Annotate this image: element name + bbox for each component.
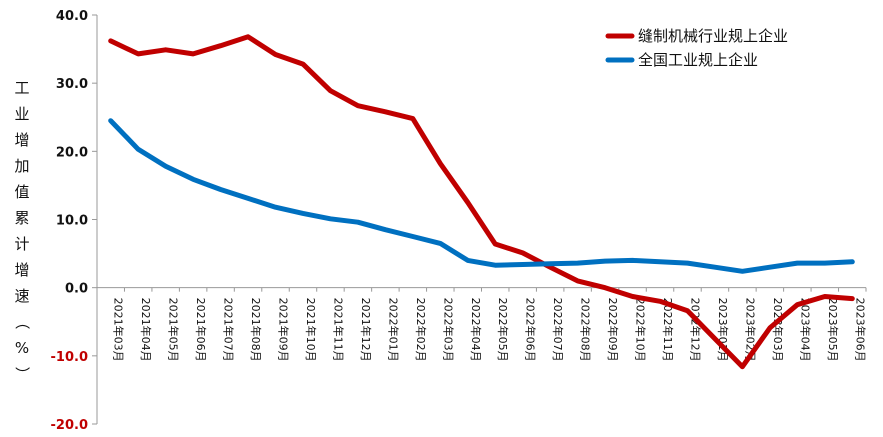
- x-tick-label: 2022年06月: [524, 298, 538, 362]
- x-tick-label: 2021年11月: [331, 298, 345, 362]
- svg-text:计: 计: [14, 235, 29, 253]
- x-tick-label: 2022年08月: [579, 298, 593, 362]
- svg-text:增: 增: [14, 261, 29, 279]
- axes: [96, 15, 867, 424]
- y-tick-label: 40.0: [56, 9, 88, 24]
- svg-text:（: （: [13, 314, 31, 329]
- y-axis-label-char: 累: [14, 209, 29, 227]
- y-axis-label-char: %: [15, 339, 29, 357]
- series-line-2: [108, 118, 855, 274]
- y-tick-label: 30.0: [56, 77, 88, 92]
- x-tick-label: 2023年04月: [798, 298, 812, 362]
- svg-text:%: %: [15, 339, 29, 357]
- x-tick-label: 2023年06月: [853, 298, 867, 362]
- svg-text:累: 累: [14, 209, 29, 227]
- legend-item: 缝制机械行业规上企业: [605, 27, 788, 45]
- svg-text:增: 增: [14, 131, 29, 149]
- x-tick-label: 2022年07月: [551, 298, 565, 362]
- x-tick-label: 2021年03月: [112, 298, 126, 362]
- x-tick-label: 2023年02月: [743, 298, 757, 362]
- legend-label: 全国工业规上企业: [638, 51, 758, 69]
- x-tick-label: 2021年12月: [359, 298, 373, 362]
- x-tick-label: 2021年04月: [139, 298, 153, 362]
- series-line-1: [108, 34, 855, 370]
- svg-text:工: 工: [14, 79, 29, 97]
- x-tick-label: 2023年05月: [826, 298, 840, 362]
- x-tick-label: 2022年09月: [606, 298, 620, 362]
- x-tick-label: 2022年01月: [386, 298, 400, 362]
- y-axis-label-char: 计: [14, 235, 29, 253]
- svg-text:业: 业: [14, 105, 29, 123]
- legend-item: 全国工业规上企业: [605, 51, 758, 69]
- y-axis-label-char: 速: [14, 287, 29, 305]
- svg-text:速: 速: [14, 287, 29, 305]
- x-tick-label: 2022年04月: [469, 298, 483, 362]
- x-tick-label: 2021年09月: [277, 298, 291, 362]
- svg-text:值: 值: [14, 183, 29, 201]
- svg-text:）: ）: [13, 366, 31, 381]
- x-tick-label: 2022年05月: [496, 298, 510, 362]
- y-tick-label: -20.0: [51, 418, 88, 433]
- x-tick-label: 2023年03月: [771, 298, 785, 362]
- svg-text:加: 加: [14, 157, 29, 175]
- y-axis-label-char: 加: [14, 157, 29, 175]
- x-tick-label: 2021年06月: [194, 298, 208, 362]
- y-axis-label-char: 工: [14, 79, 29, 97]
- y-tick-label: 10.0: [56, 214, 88, 229]
- y-tick-label: 0.0: [65, 282, 88, 297]
- legend-label: 缝制机械行业规上企业: [638, 27, 788, 45]
- x-tick-label: 2021年08月: [249, 298, 263, 362]
- x-tick-label: 2022年12月: [688, 298, 702, 362]
- x-axis: 2021年03月 2021年04月 2021年05月 2021年06月 2021年07月…: [112, 298, 868, 362]
- x-tick-label: 2021年05月: [167, 298, 181, 362]
- x-tick-label: 2022年02月: [414, 298, 428, 362]
- y-axis-label-char: 增: [14, 261, 29, 279]
- y-axis-label-char: （: [13, 314, 31, 329]
- x-tick-label: 2021年07月: [222, 298, 236, 362]
- x-tick-label: 2022年10月: [634, 298, 648, 362]
- y-axis: 40.0 30.0 20.0 10.0 0.0 -10.0 -20.0: [51, 9, 97, 433]
- y-tick-label: 20.0: [56, 145, 88, 160]
- x-tick-label: 2022年11月: [661, 298, 675, 362]
- y-axis-label-char: 值: [14, 183, 29, 201]
- y-axis-label-char: 增: [14, 131, 29, 149]
- y-axis-label-char: 业: [14, 105, 29, 123]
- x-tick-label: 2022年03月: [441, 298, 455, 362]
- y-tick-label: -10.0: [51, 350, 88, 365]
- series-group: [108, 34, 855, 370]
- y-axis-label-char: ）: [13, 366, 31, 381]
- x-tick-label: 2021年10月: [304, 298, 318, 362]
